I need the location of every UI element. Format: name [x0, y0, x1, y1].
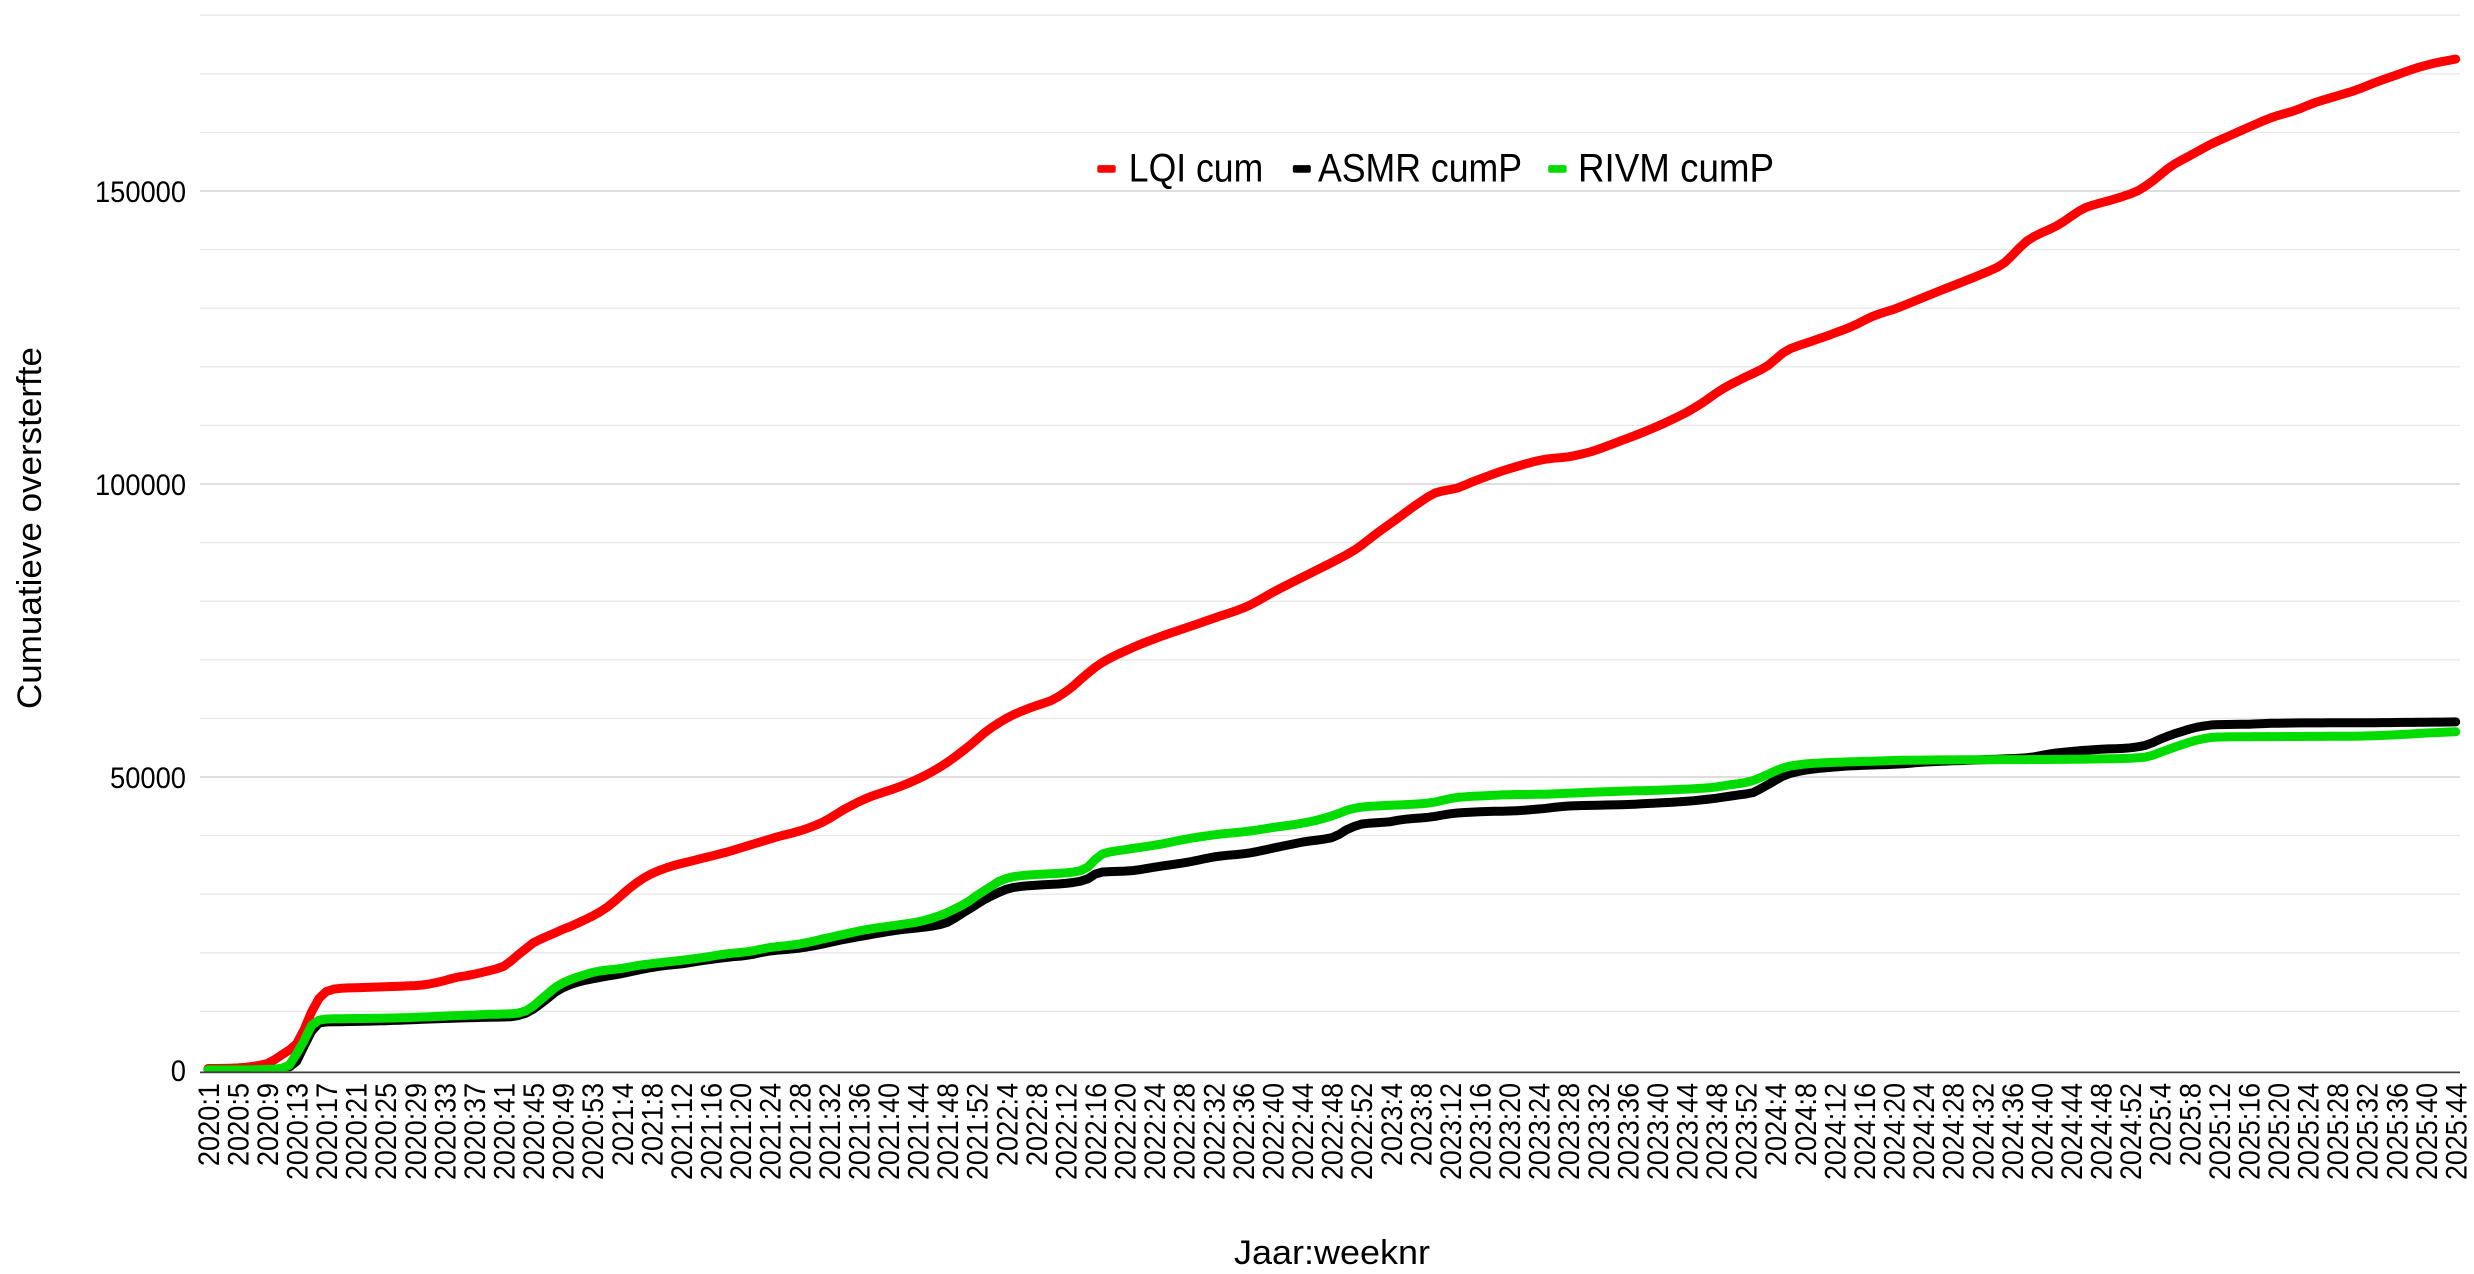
svg-text:2023:52: 2023:52 — [1731, 1083, 1764, 1180]
svg-text:2024:52: 2024:52 — [2115, 1083, 2148, 1180]
svg-text:2023:40: 2023:40 — [1642, 1083, 1675, 1180]
svg-text:2020:1: 2020:1 — [193, 1083, 226, 1166]
svg-text:2022:36: 2022:36 — [1228, 1083, 1261, 1180]
svg-text:2024:8: 2024:8 — [1790, 1083, 1823, 1166]
svg-text:2023:8: 2023:8 — [1405, 1083, 1438, 1166]
svg-text:2020:21: 2020:21 — [341, 1083, 374, 1180]
svg-text:2024:4: 2024:4 — [1760, 1083, 1793, 1166]
svg-text:2021:52: 2021:52 — [962, 1083, 995, 1180]
svg-text:2024:12: 2024:12 — [1819, 1083, 1852, 1180]
svg-text:2022:44: 2022:44 — [1287, 1083, 1320, 1180]
svg-text:Cumuatieve oversterfte: Cumuatieve oversterfte — [11, 347, 49, 709]
svg-text:2022:12: 2022:12 — [1050, 1083, 1083, 1180]
svg-text:2025:24: 2025:24 — [2293, 1083, 2326, 1180]
svg-text:2020:45: 2020:45 — [518, 1083, 551, 1180]
svg-text:2023:36: 2023:36 — [1612, 1083, 1645, 1180]
svg-text:2022:20: 2022:20 — [1110, 1083, 1143, 1180]
svg-text:2020:37: 2020:37 — [459, 1083, 492, 1180]
svg-text:Jaar:weeknr: Jaar:weeknr — [1234, 1234, 1430, 1269]
svg-text:2022:16: 2022:16 — [1080, 1083, 1113, 1180]
svg-text:2021:16: 2021:16 — [696, 1083, 729, 1180]
svg-text:150000: 150000 — [95, 176, 186, 209]
svg-text:2021:12: 2021:12 — [666, 1083, 699, 1180]
svg-text:2023:4: 2023:4 — [1376, 1083, 1409, 1166]
svg-text:2021:32: 2021:32 — [814, 1083, 847, 1180]
svg-text:LQI cum: LQI cum — [1129, 147, 1263, 191]
svg-text:2022:4: 2022:4 — [991, 1083, 1024, 1166]
svg-text:2024:48: 2024:48 — [2086, 1083, 2119, 1180]
svg-text:2021:40: 2021:40 — [873, 1083, 906, 1180]
svg-text:2022:28: 2022:28 — [1169, 1083, 1202, 1180]
svg-text:2023:16: 2023:16 — [1464, 1083, 1497, 1180]
svg-text:0: 0 — [171, 1055, 186, 1088]
svg-text:2020:41: 2020:41 — [489, 1083, 522, 1180]
svg-text:2021:20: 2021:20 — [725, 1083, 758, 1180]
svg-text:2023:32: 2023:32 — [1583, 1083, 1616, 1180]
svg-text:2021:28: 2021:28 — [784, 1083, 817, 1180]
svg-text:2021:4: 2021:4 — [607, 1083, 640, 1166]
svg-text:2022:48: 2022:48 — [1317, 1083, 1350, 1180]
svg-text:50000: 50000 — [110, 762, 186, 795]
svg-text:2025:4: 2025:4 — [2145, 1083, 2178, 1166]
svg-text:2021:24: 2021:24 — [755, 1083, 788, 1180]
svg-text:2022:8: 2022:8 — [1021, 1083, 1054, 1166]
svg-text:2020:49: 2020:49 — [548, 1083, 581, 1180]
svg-text:2020:5: 2020:5 — [222, 1083, 255, 1166]
svg-text:2025:40: 2025:40 — [2411, 1083, 2444, 1180]
svg-text:2024:28: 2024:28 — [1938, 1083, 1971, 1180]
svg-text:2020:53: 2020:53 — [577, 1083, 610, 1180]
svg-text:2024:44: 2024:44 — [2056, 1083, 2089, 1180]
svg-text:2024:36: 2024:36 — [1997, 1083, 2030, 1180]
svg-text:2025:8: 2025:8 — [2174, 1083, 2207, 1166]
svg-text:2025:44: 2025:44 — [2440, 1083, 2473, 1180]
svg-text:2023:20: 2023:20 — [1494, 1083, 1527, 1180]
svg-text:2025:20: 2025:20 — [2263, 1083, 2296, 1180]
svg-text:2023:24: 2023:24 — [1524, 1083, 1557, 1180]
svg-text:100000: 100000 — [95, 469, 186, 502]
svg-text:2023:44: 2023:44 — [1672, 1083, 1705, 1180]
svg-text:2025:16: 2025:16 — [2233, 1083, 2266, 1180]
svg-text:2024:20: 2024:20 — [1879, 1083, 1912, 1180]
svg-text:2025:12: 2025:12 — [2204, 1083, 2237, 1180]
svg-text:2022:40: 2022:40 — [1257, 1083, 1290, 1180]
svg-text:RIVM cumP: RIVM cumP — [1578, 147, 1774, 191]
svg-text:2021:8: 2021:8 — [636, 1083, 669, 1166]
svg-text:2024:16: 2024:16 — [1849, 1083, 1882, 1180]
svg-text:2020:33: 2020:33 — [429, 1083, 462, 1180]
svg-text:2021:36: 2021:36 — [843, 1083, 876, 1180]
svg-text:2023:48: 2023:48 — [1701, 1083, 1734, 1180]
svg-text:2022:32: 2022:32 — [1198, 1083, 1231, 1180]
svg-text:ASMR cumP: ASMR cumP — [1318, 147, 1522, 191]
svg-text:2025:36: 2025:36 — [2381, 1083, 2414, 1180]
svg-text:2020:17: 2020:17 — [311, 1083, 344, 1180]
svg-text:2022:52: 2022:52 — [1346, 1083, 1379, 1180]
svg-text:2025:32: 2025:32 — [2352, 1083, 2385, 1180]
svg-text:2021:44: 2021:44 — [903, 1083, 936, 1180]
svg-text:2024:32: 2024:32 — [1967, 1083, 2000, 1180]
svg-text:2024:40: 2024:40 — [2026, 1083, 2059, 1180]
svg-text:2021:48: 2021:48 — [932, 1083, 965, 1180]
svg-text:2025:28: 2025:28 — [2322, 1083, 2355, 1180]
svg-text:2023:28: 2023:28 — [1553, 1083, 1586, 1180]
svg-text:2024:24: 2024:24 — [1908, 1083, 1941, 1180]
svg-text:2023:12: 2023:12 — [1435, 1083, 1468, 1180]
svg-text:2022:24: 2022:24 — [1139, 1083, 1172, 1180]
svg-text:2020:9: 2020:9 — [252, 1083, 285, 1166]
svg-text:2020:13: 2020:13 — [281, 1083, 314, 1180]
svg-text:2020:25: 2020:25 — [370, 1083, 403, 1180]
svg-text:2020:29: 2020:29 — [400, 1083, 433, 1180]
